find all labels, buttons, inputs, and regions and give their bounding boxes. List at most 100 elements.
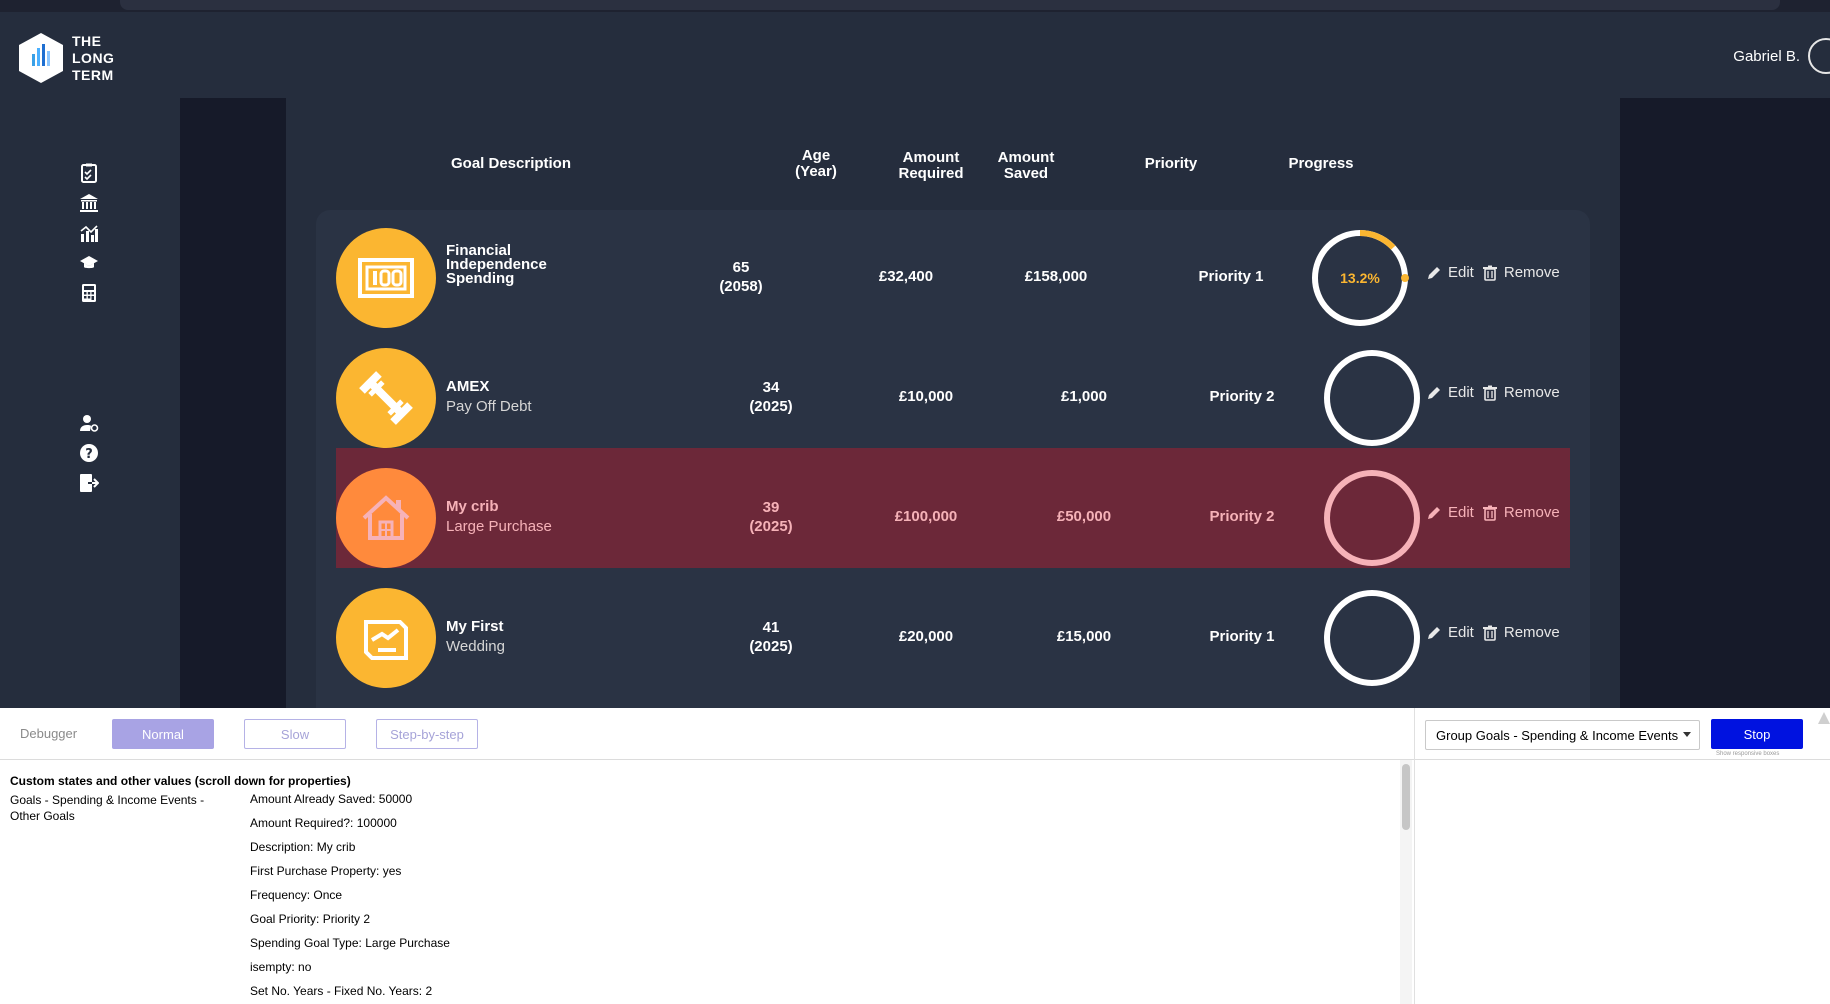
logo-text: THE LONG TERM	[72, 33, 114, 84]
states-heading: Custom states and other values (scroll d…	[10, 774, 351, 788]
trash-icon	[1482, 265, 1497, 281]
header-age: Age (Year)	[776, 148, 856, 180]
state-property: Amount Already Saved: 50000	[250, 792, 412, 806]
remove-button[interactable]: Remove	[1482, 504, 1560, 521]
checklist-icon[interactable]	[78, 162, 100, 184]
goal-priority: Priority 2	[1209, 388, 1275, 405]
user-settings-icon[interactable]	[78, 412, 100, 434]
header-progress: Progress	[1288, 155, 1354, 172]
sidebar: ?	[0, 98, 180, 708]
edit-button[interactable]: Edit	[1426, 624, 1474, 641]
goal-age: 34 (2025)	[736, 378, 806, 416]
goal-title: AMEX	[446, 378, 490, 395]
state-property: Description: My crib	[250, 840, 355, 854]
bank-icon[interactable]	[78, 192, 100, 214]
scrollbar-thumb[interactable]	[1402, 764, 1410, 830]
mode-step-by-step-button[interactable]: Step-by-step	[376, 719, 478, 749]
state-key: Set No. Years - Fixed No. Years:	[250, 984, 423, 998]
goal-row[interactable]: AMEX Pay Off Debt 34 (2025) £10,000 £1,0…	[336, 334, 1570, 454]
state-value: Once	[313, 888, 343, 902]
state-value: 50000	[378, 792, 413, 806]
mode-normal-button[interactable]: Normal	[112, 719, 214, 749]
goal-age-value: 41	[762, 619, 780, 636]
goal-year-value: (2025)	[749, 398, 793, 415]
pencil-icon	[1428, 626, 1440, 639]
goal-row-selected[interactable]: My crib Large Purchase 39 (2025) £100,00…	[336, 448, 1570, 568]
element-inspector-select[interactable]: Group Goals - Spending & Income Events	[1425, 720, 1700, 750]
state-property: Set No. Years - Fixed No. Years: 2	[250, 984, 432, 998]
avatar[interactable]	[1808, 38, 1830, 74]
frame-left	[180, 98, 286, 708]
debugger-scrollbar[interactable]	[1400, 760, 1412, 1004]
goal-amount-required: £32,400	[878, 268, 934, 285]
state-value: no	[298, 960, 312, 974]
edit-button[interactable]: Edit	[1426, 504, 1474, 521]
goal-age-value: 39	[762, 499, 780, 516]
edit-button[interactable]: Edit	[1426, 384, 1474, 401]
header-amount-saved-line: Amount	[997, 149, 1055, 166]
state-value: 2	[425, 984, 433, 998]
goal-icon	[336, 348, 436, 448]
state-property: Frequency: Once	[250, 888, 342, 902]
goal-priority: Priority 2	[1209, 508, 1275, 525]
goal-amount-saved: £50,000	[1056, 508, 1112, 525]
goal-title: My crib	[446, 498, 499, 515]
remove-button[interactable]: Remove	[1482, 384, 1560, 401]
state-key: First Purchase Property:	[250, 864, 380, 878]
header-amount-required-line: Required	[898, 165, 964, 182]
row-actions: Edit Remove	[1426, 384, 1568, 401]
remove-label: Remove	[1503, 264, 1560, 281]
goal-row[interactable]: Financial Independence Spending 65 (2058…	[336, 214, 1570, 334]
state-key: Frequency:	[250, 888, 311, 902]
chevron-down-icon	[1683, 732, 1691, 737]
stop-button[interactable]: Stop	[1711, 719, 1803, 749]
header-amount-saved: Amount Saved	[986, 150, 1066, 182]
progress-label: 13.2%	[1340, 270, 1380, 286]
goal-priority: Priority 1	[1198, 268, 1264, 285]
goal-amount-required: £20,000	[898, 628, 954, 645]
row-actions: Edit Remove	[1426, 264, 1568, 281]
states-group-name: Goals - Spending & Income Events - Other…	[10, 793, 205, 823]
goal-year-value: (2025)	[749, 638, 793, 655]
progress-ring: 13.2%	[1310, 228, 1410, 328]
frame-right	[1620, 98, 1830, 708]
state-value: Large Purchase	[365, 936, 450, 950]
edit-label: Edit	[1448, 264, 1474, 281]
logo[interactable]: THE LONG TERM	[18, 32, 114, 84]
remove-button[interactable]: Remove	[1482, 264, 1560, 281]
element-inspector-value: Group Goals - Spending & Income Events	[1436, 727, 1679, 743]
goal-subtitle: Wedding	[446, 638, 505, 655]
panel-resize-icon[interactable]	[1818, 712, 1830, 724]
edit-button[interactable]: Edit	[1426, 264, 1474, 281]
goal-year-value: (2025)	[749, 518, 793, 535]
state-property: First Purchase Property: yes	[250, 864, 401, 878]
logo-line: LONG	[72, 49, 115, 66]
state-key: Amount Already Saved:	[250, 792, 376, 806]
header-priority: Priority	[1144, 155, 1198, 172]
help-icon[interactable]: ?	[78, 442, 100, 464]
goal-row[interactable]: My First Wedding 41 (2025) £20,000 £15,0…	[336, 574, 1570, 694]
calculator-icon[interactable]	[78, 282, 100, 304]
logo-line: TERM	[72, 66, 114, 83]
logout-icon[interactable]	[78, 472, 100, 494]
graduation-cap-icon[interactable]	[78, 252, 100, 274]
state-key: isempty:	[250, 960, 295, 974]
browser-bar	[0, 0, 1830, 12]
responsive-boxes-hint[interactable]: Show responsive boxes	[1716, 751, 1780, 757]
state-key: Goal Priority:	[250, 912, 320, 926]
pencil-icon	[1428, 266, 1440, 279]
goal-title-line: Spending	[446, 270, 515, 287]
browser-address-bar[interactable]	[120, 0, 1780, 10]
state-property: isempty: no	[250, 960, 311, 974]
debugger-label: Debugger	[20, 726, 78, 741]
user-name[interactable]: Gabriel B.	[1733, 48, 1800, 65]
mode-slow-button[interactable]: Slow	[244, 719, 346, 749]
remove-button[interactable]: Remove	[1482, 624, 1560, 641]
header-age-line: Age	[801, 147, 831, 164]
pencil-icon	[1428, 506, 1440, 519]
goal-amount-saved: £158,000	[1024, 268, 1088, 285]
goal-year-value: (2058)	[719, 278, 763, 295]
header-amount-saved-line: Saved	[1003, 165, 1049, 182]
edit-label: Edit	[1448, 504, 1474, 521]
chart-icon[interactable]	[78, 222, 100, 244]
